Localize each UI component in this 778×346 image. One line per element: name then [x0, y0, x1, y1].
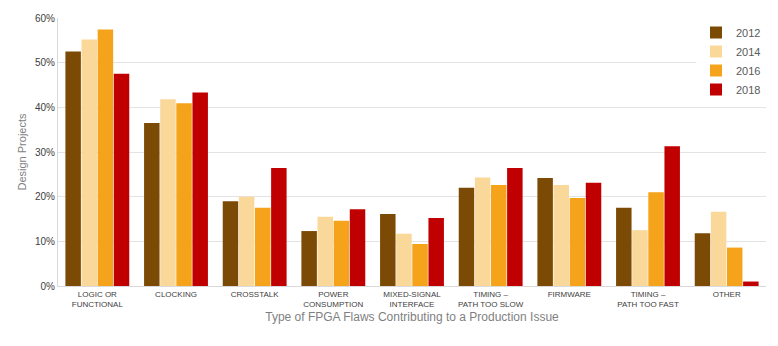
svg-text:40%: 40% [35, 102, 55, 113]
svg-text:10%: 10% [35, 236, 55, 247]
svg-text:0%: 0% [41, 281, 56, 292]
svg-text:2018: 2018 [736, 84, 760, 96]
svg-text:2014: 2014 [736, 46, 760, 58]
svg-text:30%: 30% [35, 147, 55, 158]
svg-text:CLOCKING: CLOCKING [155, 290, 197, 299]
svg-text:50%: 50% [35, 57, 55, 68]
svg-text:OTHER: OTHER [713, 290, 741, 299]
svg-text:TIMING –PATH TOO SLOW: TIMING –PATH TOO SLOW [458, 290, 524, 309]
svg-text:20%: 20% [35, 191, 55, 202]
svg-text:60%: 60% [35, 13, 55, 24]
svg-text:Design Projects: Design Projects [16, 113, 28, 191]
svg-text:FIRMWARE: FIRMWARE [548, 290, 591, 299]
svg-text:CROSSTALK: CROSSTALK [231, 290, 280, 299]
svg-text:MIXED-SIGNALINTERFACE: MIXED-SIGNALINTERFACE [383, 290, 441, 309]
svg-text:POWERCONSUMPTION: POWERCONSUMPTION [303, 290, 363, 309]
svg-text:2012: 2012 [736, 27, 760, 39]
svg-text:Type of FPGA Flaws Contributin: Type of FPGA Flaws Contributing to a Pro… [265, 310, 559, 324]
svg-text:LOGIC ORFUNCTIONAL: LOGIC ORFUNCTIONAL [72, 290, 124, 309]
svg-text:2016: 2016 [736, 65, 760, 77]
svg-text:TIMING –PATH TOO FAST: TIMING –PATH TOO FAST [617, 290, 679, 309]
